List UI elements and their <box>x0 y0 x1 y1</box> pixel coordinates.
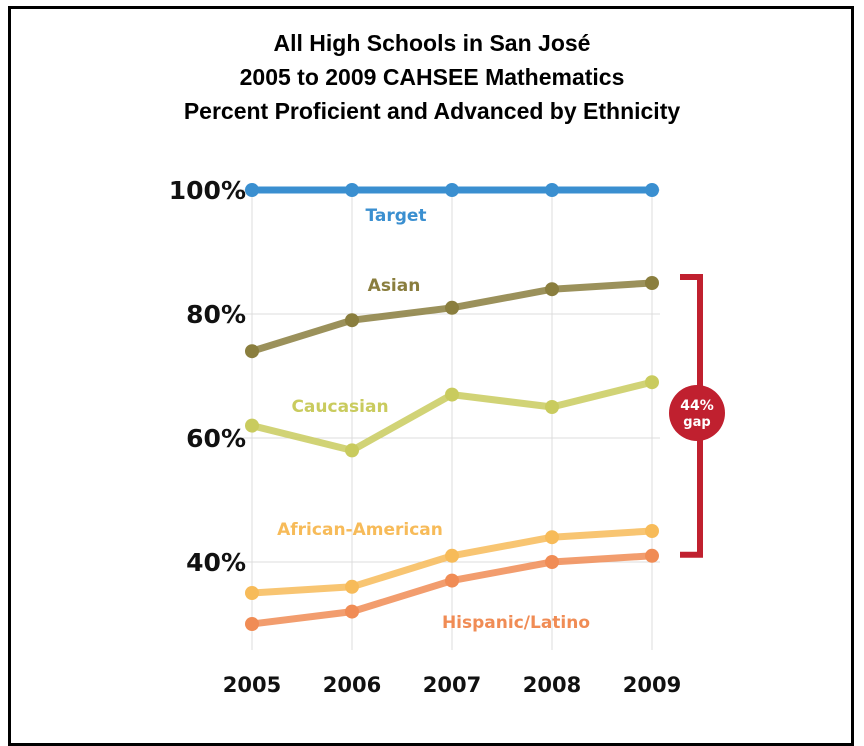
data-point-asian <box>245 344 259 359</box>
chart-title-line-2: 2005 to 2009 CAHSEE Mathematics <box>239 64 625 90</box>
y-tick-label: 100% <box>169 176 246 205</box>
data-point-african-american <box>445 548 459 563</box>
x-tick-label: 2006 <box>323 673 381 697</box>
series-label-target: Target <box>365 206 426 226</box>
x-tick-label: 2009 <box>623 673 681 697</box>
chart-title-line-3: Percent Proficient and Advanced by Ethni… <box>183 98 681 124</box>
y-tick-label: 40% <box>186 548 246 577</box>
data-point-target <box>245 183 259 197</box>
series-label-asian: Asian <box>368 276 421 296</box>
x-tick-label: 2008 <box>523 673 581 697</box>
y-tick-label: 60% <box>186 424 246 453</box>
data-point-hispanic-latino <box>545 555 559 569</box>
data-point-hispanic-latino <box>345 604 359 619</box>
gap-value-label: 44% <box>680 398 714 414</box>
gap-sub-label: gap <box>683 415 710 430</box>
data-point-caucasian <box>345 443 359 458</box>
series-label-african-american: African-American <box>277 520 443 540</box>
x-tick-label: 2007 <box>423 673 481 697</box>
data-point-target <box>445 183 459 197</box>
y-tick-label: 80% <box>186 300 246 329</box>
data-point-hispanic-latino <box>445 573 459 588</box>
data-point-asian <box>445 300 459 315</box>
series-label-caucasian: Caucasian <box>291 397 388 417</box>
data-point-asian <box>545 282 559 297</box>
data-point-african-american <box>645 524 659 538</box>
data-point-asian <box>345 313 359 328</box>
data-point-target <box>645 183 659 197</box>
data-point-caucasian <box>245 418 259 433</box>
data-point-caucasian <box>645 375 659 390</box>
data-point-caucasian <box>545 400 559 414</box>
data-point-caucasian <box>445 387 459 402</box>
data-point-african-american <box>345 579 359 594</box>
data-point-hispanic-latino <box>245 617 259 631</box>
chart-title-line-1: All High Schools in San José <box>273 30 591 56</box>
data-point-african-american <box>245 586 259 600</box>
data-point-target <box>545 183 559 197</box>
x-tick-label: 2005 <box>223 673 281 697</box>
data-point-asian <box>645 276 659 290</box>
chart-frame <box>8 6 854 746</box>
gap-badge <box>669 385 725 441</box>
data-point-african-american <box>545 530 559 545</box>
data-point-target <box>345 183 359 197</box>
series-label-hispanic-latino: Hispanic/Latino <box>442 613 590 633</box>
data-point-hispanic-latino <box>645 548 659 563</box>
